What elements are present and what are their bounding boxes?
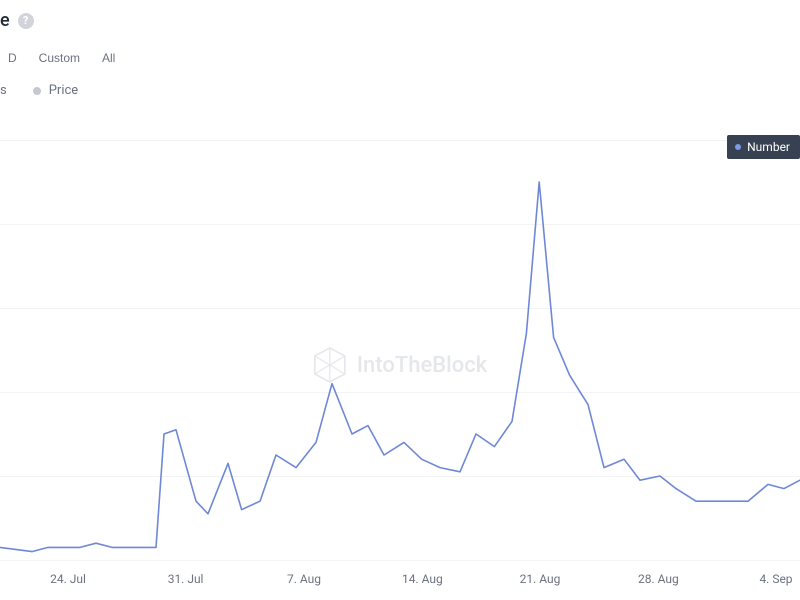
- series-line: [0, 182, 800, 552]
- chart-area: IntoTheBlock 24. Jul31. Jul7. Aug14. Aug…: [0, 130, 800, 600]
- x-tick-label: 24. Jul: [50, 572, 86, 586]
- chart-title-fragment: e: [0, 10, 10, 31]
- x-tick-label: 31. Jul: [168, 572, 204, 586]
- x-tick-label: 7. Aug: [287, 572, 321, 586]
- x-tick-label: 28. Aug: [638, 572, 679, 586]
- time-range-custom[interactable]: Custom: [31, 47, 88, 69]
- x-tick-label: 4. Sep: [759, 572, 792, 586]
- series-tooltip-badge: Number: [727, 135, 800, 159]
- legend: s Price: [0, 69, 800, 98]
- time-range-controls: D Custom All: [0, 31, 800, 69]
- time-range-all[interactable]: All: [94, 47, 123, 69]
- legend-item-1-fragment: s: [0, 83, 7, 98]
- help-icon[interactable]: ?: [18, 13, 34, 29]
- chart-header: e ?: [0, 0, 800, 31]
- x-tick-label: 21. Aug: [520, 572, 561, 586]
- x-axis: 24. Jul 31. Jul 7. Aug 14. Aug 21. Aug 28. Au…: [0, 572, 800, 592]
- legend-dot-price: [33, 87, 41, 95]
- time-range-d[interactable]: D: [0, 47, 25, 69]
- badge-dot-icon: [735, 144, 741, 150]
- legend-item-price[interactable]: Price: [49, 83, 78, 98]
- line-chart[interactable]: [0, 130, 800, 600]
- x-tick-label: 14. Aug: [402, 572, 443, 586]
- badge-label: Number: [747, 140, 790, 154]
